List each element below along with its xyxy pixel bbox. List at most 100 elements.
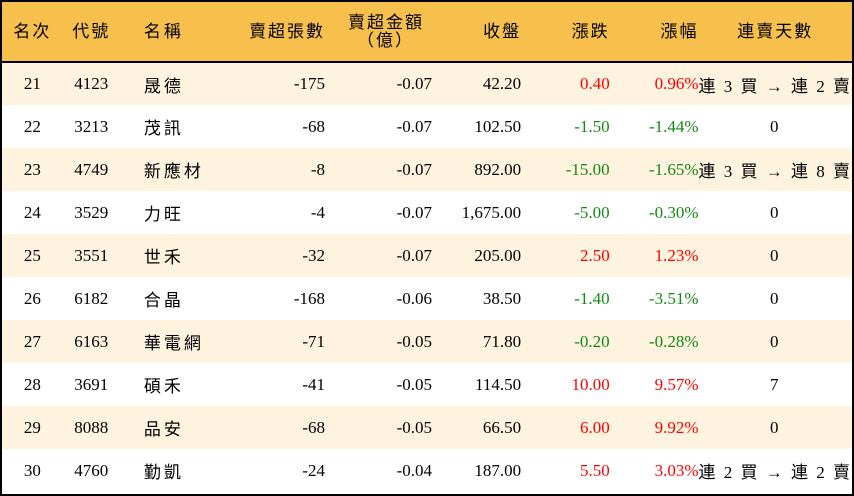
cell-net-sell-lots: -168 <box>293 288 326 308</box>
table-row: 30 4760 勤凱 -24 -0.04 187.00 5.50 3.03% 連… <box>2 449 852 492</box>
cell-change-pct: 9.92% <box>654 417 699 437</box>
cell-net-sell-amount: -0.05 <box>396 374 433 394</box>
cell-name: 力旺 <box>143 205 184 224</box>
table-row: 28 3691 碩禾 -41 -0.05 114.50 10.00 9.57% … <box>2 363 852 406</box>
cell-streak: 7 <box>770 374 781 394</box>
cell-close: 205.00 <box>474 245 522 265</box>
table-header-row: 名次 代號 名稱 賣超張數 賣超金額 （億） 收盤 漲跌 漲幅 連賣天數 <box>2 2 852 62</box>
cell-streak: 連 2 買 → 連 2 賣 <box>698 463 852 482</box>
cell-name: 品安 <box>143 420 184 439</box>
cell-change-pct: 1.23% <box>654 245 699 265</box>
cell-streak: 0 <box>770 331 781 351</box>
cell-change: -0.20 <box>574 331 610 351</box>
cell-name: 合晶 <box>143 291 184 310</box>
cell-net-sell-amount: -0.07 <box>396 74 433 93</box>
cell-rank: 26 <box>23 288 41 308</box>
cell-close: 1,675.00 <box>461 202 522 222</box>
cell-close: 42.20 <box>482 74 522 93</box>
header-net-sell-amount: 賣超金額 （億） <box>325 2 432 62</box>
cell-change-pct: -1.65% <box>648 159 699 179</box>
cell-name: 晟德 <box>143 76 184 96</box>
cell-change: 10.00 <box>571 374 610 394</box>
cell-change-pct: -3.51% <box>648 288 699 308</box>
cell-change: -1.50 <box>574 116 610 136</box>
header-change-pct: 漲幅 <box>660 21 699 41</box>
cell-code: 3213 <box>74 116 109 136</box>
cell-name: 新應材 <box>143 162 204 181</box>
cell-close: 71.80 <box>482 331 522 351</box>
cell-name: 世禾 <box>143 248 184 267</box>
table-row: 29 8088 品安 -68 -0.05 66.50 6.00 9.92% 0 <box>2 406 852 449</box>
cell-net-sell-amount: -0.04 <box>396 460 433 480</box>
cell-code: 4749 <box>74 159 109 179</box>
cell-name: 華電網 <box>143 334 204 353</box>
cell-streak: 0 <box>770 202 781 222</box>
cell-streak: 0 <box>770 417 781 437</box>
cell-code: 8088 <box>74 417 109 437</box>
cell-streak: 0 <box>770 288 781 308</box>
cell-rank: 24 <box>23 202 41 222</box>
cell-code: 4123 <box>74 74 109 93</box>
table-row: 22 3213 茂訊 -68 -0.07 102.50 -1.50 -1.44%… <box>2 105 852 148</box>
cell-close: 187.00 <box>474 460 522 480</box>
cell-streak: 0 <box>770 116 781 136</box>
header-close: 收盤 <box>483 21 522 41</box>
cell-net-sell-lots: -68 <box>302 417 326 437</box>
cell-net-sell-lots: -71 <box>302 331 326 351</box>
header-net-sell-lots: 賣超張數 <box>249 21 326 41</box>
cell-name: 茂訊 <box>143 119 184 138</box>
cell-change: -1.40 <box>574 288 610 308</box>
cell-change-pct: 9.57% <box>654 374 699 394</box>
cell-change-pct: 0.96% <box>654 74 699 93</box>
cell-name: 碩禾 <box>143 377 184 396</box>
cell-change-pct: -0.28% <box>648 331 699 351</box>
cell-net-sell-amount: -0.07 <box>396 202 433 222</box>
cell-net-sell-lots: -68 <box>302 116 326 136</box>
cell-change: -15.00 <box>565 159 610 179</box>
cell-streak: 0 <box>770 245 781 265</box>
cell-net-sell-lots: -24 <box>302 460 326 480</box>
cell-change: 2.50 <box>579 245 610 265</box>
cell-code: 6163 <box>74 331 109 351</box>
cell-close: 114.50 <box>474 374 522 394</box>
cell-change: -5.00 <box>574 202 610 222</box>
cell-change-pct: -1.44% <box>648 116 699 136</box>
table-row: 24 3529 力旺 -4 -0.07 1,675.00 -5.00 -0.30… <box>2 191 852 234</box>
cell-code: 3691 <box>74 374 109 394</box>
cell-net-sell-amount: -0.07 <box>396 159 433 179</box>
cell-change: 0.40 <box>579 74 610 93</box>
cell-change: 6.00 <box>579 417 610 437</box>
cell-rank: 28 <box>23 374 41 394</box>
table-row: 26 6182 合晶 -168 -0.06 38.50 -1.40 -3.51%… <box>2 277 852 320</box>
cell-net-sell-lots: -4 <box>310 202 326 222</box>
cell-net-sell-lots: -8 <box>310 159 326 179</box>
cell-change-pct: 3.03% <box>654 460 699 480</box>
cell-net-sell-amount: -0.07 <box>396 116 433 136</box>
table-row: 27 6163 華電網 -71 -0.05 71.80 -0.20 -0.28%… <box>2 320 852 363</box>
header-streak: 連賣天數 <box>737 21 814 41</box>
cell-change: 5.50 <box>579 460 610 480</box>
cell-streak: 連 3 買 → 連 2 賣 <box>698 76 852 96</box>
cell-net-sell-amount: -0.06 <box>396 288 433 308</box>
cell-net-sell-lots: -32 <box>302 245 326 265</box>
table-row: 23 4749 新應材 -8 -0.07 892.00 -15.00 -1.65… <box>2 148 852 191</box>
cell-net-sell-amount: -0.05 <box>396 417 433 437</box>
cell-rank: 22 <box>23 116 41 136</box>
cell-close: 66.50 <box>482 417 522 437</box>
cell-rank: 27 <box>23 331 41 351</box>
cell-close: 102.50 <box>474 116 522 136</box>
cell-streak: 連 3 買 → 連 8 賣 <box>698 162 852 181</box>
cell-rank: 25 <box>23 245 41 265</box>
table-row: 25 3551 世禾 -32 -0.07 205.00 2.50 1.23% 0 <box>2 234 852 277</box>
cell-rank: 21 <box>23 74 41 93</box>
header-rank: 名次 <box>13 21 52 41</box>
cell-code: 6182 <box>74 288 109 308</box>
cell-rank: 29 <box>23 417 41 437</box>
cell-code: 4760 <box>74 460 109 480</box>
header-net-sell-amount-line2: （億） <box>357 30 415 50</box>
cell-close: 38.50 <box>482 288 522 308</box>
header-code: 代號 <box>72 21 111 41</box>
cell-net-sell-amount: -0.05 <box>396 331 433 351</box>
cell-code: 3551 <box>74 245 109 265</box>
